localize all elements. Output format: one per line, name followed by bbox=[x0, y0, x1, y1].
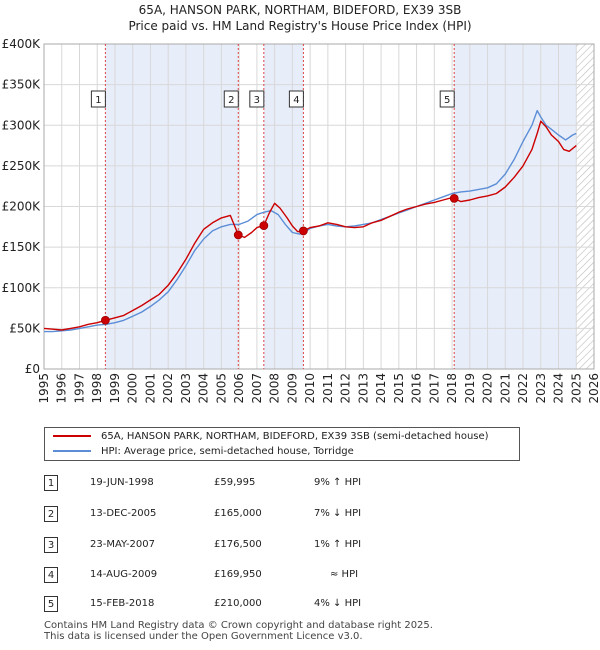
x-tick-label: 1997 bbox=[72, 373, 86, 404]
licence-text: This data is licensed under the Open Gov… bbox=[44, 631, 363, 642]
legend-label-hpi: HPI: Average price, semi-detached house,… bbox=[101, 445, 354, 457]
sale-hpi-diff: 7% ↓ HPI bbox=[314, 508, 362, 519]
sale-date: 15-FEB-2018 bbox=[90, 598, 155, 609]
sale-hpi-diff: ≈ HPI bbox=[330, 569, 359, 580]
y-tick-label: £250K bbox=[2, 159, 42, 173]
sale-number-badge: 5 bbox=[44, 596, 58, 612]
x-tick-label: 2000 bbox=[126, 373, 140, 404]
y-tick-label: £0 bbox=[25, 362, 40, 376]
sale-hpi-diff: 1% ↑ HPI bbox=[314, 539, 362, 550]
sale-date: 19-JUN-1998 bbox=[90, 477, 154, 488]
sale-price: £165,000 bbox=[214, 508, 262, 519]
x-tick-label: 2017 bbox=[427, 373, 441, 404]
x-tick-label: 1998 bbox=[90, 373, 104, 404]
legend-swatch-hpi bbox=[53, 450, 91, 452]
table-row: 3 23-MAY-2007 £176,500 1% ↑ HPI bbox=[44, 537, 484, 553]
x-tick-label: 2014 bbox=[374, 373, 388, 404]
y-tick-label: £300K bbox=[2, 118, 42, 132]
table-row: 1 19-JUN-1998 £59,995 9% ↑ HPI bbox=[44, 475, 484, 491]
table-row: 4 14-AUG-2009 £169,950 ≈ HPI bbox=[44, 567, 484, 583]
copyright-text: Contains HM Land Registry data © Crown c… bbox=[44, 620, 433, 631]
x-tick-label: 2016 bbox=[410, 373, 424, 404]
x-tick-label: 2015 bbox=[392, 373, 406, 404]
sale-point bbox=[449, 193, 459, 203]
legend-swatch-price bbox=[53, 435, 91, 437]
sale-point bbox=[100, 315, 110, 325]
x-tick-label: 2004 bbox=[197, 373, 211, 404]
x-tick-label: 2019 bbox=[463, 373, 477, 404]
y-tick-label: £400K bbox=[2, 37, 42, 51]
legend-label-price: 65A, HANSON PARK, NORTHAM, BIDEFORD, EX3… bbox=[101, 430, 489, 442]
chart-subtitle: Price paid vs. HM Land Registry's House … bbox=[128, 19, 472, 33]
plot-area-border bbox=[43, 43, 595, 370]
sale-number-badge: 4 bbox=[44, 567, 58, 583]
sale-label-number: 1 bbox=[95, 95, 101, 106]
sale-label-number: 3 bbox=[254, 95, 260, 106]
sale-label-box bbox=[90, 90, 106, 108]
x-tick-label: 2002 bbox=[161, 373, 175, 404]
x-tick-label: 2012 bbox=[339, 373, 353, 404]
sale-price: £210,000 bbox=[214, 598, 262, 609]
x-tick-label: 2003 bbox=[179, 373, 193, 404]
x-tick-label: 2011 bbox=[321, 373, 335, 404]
sale-label-box bbox=[249, 90, 265, 108]
x-tick-label: 2013 bbox=[356, 373, 370, 404]
x-tick-label: 2010 bbox=[303, 373, 317, 404]
y-tick-label: £100K bbox=[2, 281, 42, 295]
x-tick-label: 2022 bbox=[516, 373, 530, 404]
x-tick-label: 2026 bbox=[587, 373, 600, 404]
legend-item-hpi: HPI: Average price, semi-detached house,… bbox=[53, 444, 354, 458]
y-tick-label: £50K bbox=[9, 321, 41, 335]
sale-date: 23-MAY-2007 bbox=[90, 539, 156, 550]
sale-point bbox=[298, 226, 308, 236]
sale-label-number: 5 bbox=[444, 95, 450, 106]
sale-label-box bbox=[223, 90, 239, 108]
sale-date: 13-DEC-2005 bbox=[90, 508, 157, 519]
x-tick-label: 2005 bbox=[214, 373, 228, 404]
table-row: 5 15-FEB-2018 £210,000 4% ↓ HPI bbox=[44, 596, 484, 612]
footer: Contains HM Land Registry data © Crown c… bbox=[44, 620, 433, 642]
sale-number-badge: 1 bbox=[44, 475, 58, 491]
sale-price: £169,950 bbox=[214, 569, 262, 580]
sale-label-number: 4 bbox=[293, 95, 299, 106]
sale-hpi-diff: 9% ↑ HPI bbox=[314, 477, 362, 488]
sale-number-badge: 3 bbox=[44, 537, 58, 553]
x-tick-label: 2008 bbox=[268, 373, 282, 404]
table-row: 2 13-DEC-2005 £165,000 7% ↓ HPI bbox=[44, 506, 484, 522]
x-tick-label: 2007 bbox=[250, 373, 264, 404]
x-tick-label: 1999 bbox=[108, 373, 122, 404]
sale-date: 14-AUG-2009 bbox=[90, 569, 158, 580]
sale-point bbox=[259, 221, 269, 230]
x-tick-label: 2009 bbox=[285, 373, 299, 404]
y-tick-label: £200K bbox=[2, 200, 42, 214]
sale-price: £59,995 bbox=[214, 477, 256, 488]
price-paid-line bbox=[44, 120, 577, 331]
x-tick-label: 1996 bbox=[55, 373, 69, 404]
sale-label-number: 2 bbox=[228, 95, 234, 106]
y-tick-label: £350K bbox=[2, 78, 42, 92]
sale-point bbox=[233, 230, 243, 240]
price-chart: 1 2 3 4 5 £0 £50K £100K £150K £200K £250K £300K £350… bbox=[2, 37, 600, 404]
y-tick-label: £150K bbox=[2, 240, 42, 254]
sale-price: £176,500 bbox=[214, 539, 262, 550]
legend-item-price: 65A, HANSON PARK, NORTHAM, BIDEFORD, EX3… bbox=[53, 429, 489, 443]
x-tick-label: 2020 bbox=[481, 373, 495, 404]
x-tick-label: 2018 bbox=[445, 373, 459, 404]
x-tick-label: 2001 bbox=[143, 373, 157, 404]
sale-label-box bbox=[288, 90, 304, 108]
x-tick-label: 2025 bbox=[569, 373, 583, 404]
chart-title: 65A, HANSON PARK, NORTHAM, BIDEFORD, EX3… bbox=[138, 3, 462, 17]
x-tick-label: 2021 bbox=[498, 373, 512, 404]
x-tick-label: 2024 bbox=[552, 373, 566, 404]
sale-hpi-diff: 4% ↓ HPI bbox=[314, 598, 362, 609]
x-tick-label: 1995 bbox=[37, 373, 51, 404]
sale-label-box bbox=[439, 90, 455, 108]
x-tick-label: 2006 bbox=[232, 373, 246, 404]
sale-number-badge: 2 bbox=[44, 506, 58, 522]
legend: 65A, HANSON PARK, NORTHAM, BIDEFORD, EX3… bbox=[44, 427, 520, 461]
x-tick-label: 2023 bbox=[534, 373, 548, 404]
